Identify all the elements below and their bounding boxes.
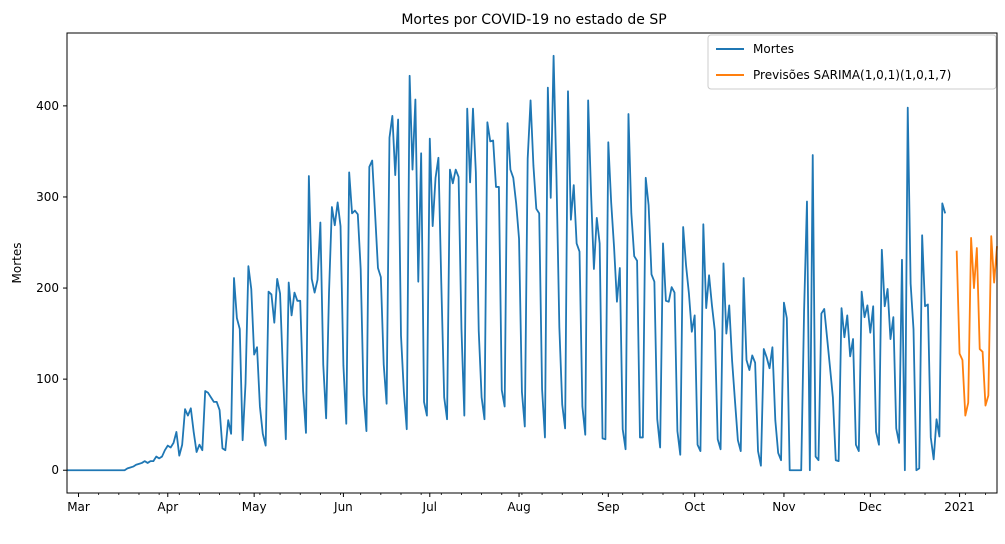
x-tick-label: Jul — [422, 500, 437, 514]
x-tick-label: Mar — [67, 500, 90, 514]
x-tick-label: Jun — [333, 500, 353, 514]
axes-layer: 0 100 200 300 400 Mar Apr May Jun Jul Aug Sep Oct Nov… — [36, 32, 998, 514]
y-tick-label: 400 — [36, 99, 59, 113]
x-tick-label: Nov — [772, 500, 795, 514]
y-tick-label: 100 — [36, 372, 59, 386]
y-tick-label: 200 — [36, 281, 59, 295]
legend-label-mortes: Mortes — [753, 42, 794, 56]
y-tick-label: 300 — [36, 190, 59, 204]
y-tick-label: 0 — [51, 463, 59, 477]
plot-frame — [66, 32, 998, 494]
x-tick-label: Dec — [859, 500, 882, 514]
x-tick-label: 2021 — [944, 500, 975, 514]
x-tick-label: Sep — [597, 500, 620, 514]
legend: Mortes Previsões SARIMA(1,0,1)(1,0,1,7) — [707, 34, 997, 90]
series-layer — [67, 54, 998, 472]
x-tick-label: May — [242, 500, 267, 514]
series-line-1 — [955, 235, 998, 417]
series-line-0 — [67, 54, 947, 472]
chart-title: Mortes por COVID-19 no estado de SP — [401, 12, 666, 28]
y-axis-label: Mortes — [10, 243, 24, 284]
x-tick-label: Oct — [684, 500, 705, 514]
legend-label-sarima: Previsões SARIMA(1,0,1)(1,0,1,7) — [753, 68, 951, 82]
x-tick-label: Apr — [157, 500, 178, 514]
legend-box — [707, 34, 997, 90]
x-tick-label: Aug — [507, 500, 530, 514]
